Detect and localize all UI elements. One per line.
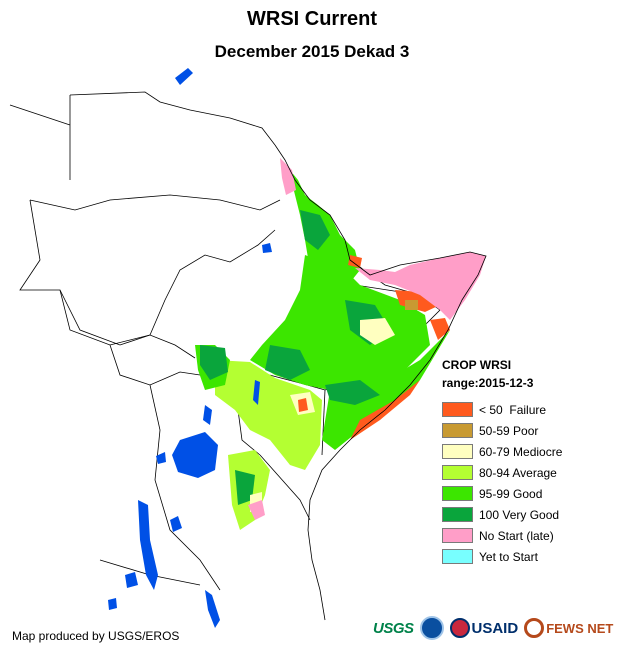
legend-heading: CROP WRSI	[442, 358, 512, 372]
legend-item: 50-59 Poor	[442, 420, 562, 441]
border-sudan-north	[9, 104, 281, 211]
legend-swatch	[442, 549, 473, 564]
border-drc-north	[109, 344, 201, 386]
legend-swatch	[442, 528, 473, 543]
map-title: WRSI Current	[247, 8, 377, 30]
fews-logo-text: FEWS NET	[546, 620, 614, 636]
legend-label: 100 Very Good	[479, 507, 560, 522]
legend-swatch	[442, 423, 473, 438]
border-kenya-somalia	[321, 389, 326, 456]
legend-label: 60-79 Mediocre	[479, 444, 563, 459]
border-drc-east	[149, 384, 221, 591]
legend-swatch	[442, 402, 473, 417]
water-bodies	[108, 68, 272, 628]
lake-tanganyika	[138, 500, 158, 590]
usaid-seal-icon	[449, 618, 470, 638]
partner-logos: USGS USAID FEWS NET	[373, 614, 613, 642]
fews-net-logo: FEWS NET	[524, 615, 613, 641]
legend-label: 95-99 Good	[479, 486, 543, 501]
noaa-logo-icon	[419, 616, 444, 640]
legend-swatch	[442, 465, 473, 480]
legend-swatch	[442, 486, 473, 501]
border-car	[59, 289, 196, 359]
lake-mweru	[125, 572, 138, 588]
border-chad	[19, 199, 151, 346]
fews-seal-icon	[524, 618, 545, 638]
legend-item: Yet to Start	[442, 546, 562, 567]
border-sudan-southsudan	[149, 229, 276, 336]
lake-nasser	[175, 68, 193, 85]
legend-item: 100 Very Good	[442, 504, 562, 525]
lake-rukwa	[170, 516, 182, 532]
legend-item: No Start (late)	[442, 525, 562, 546]
legend-range: range:2015-12-3	[442, 376, 534, 390]
legend-label: No Start (late)	[479, 528, 554, 543]
legend-label: 50-59 Poor	[479, 423, 539, 438]
legend-item: 80-94 Average	[442, 462, 562, 483]
usaid-logo-text: USAID	[471, 619, 519, 637]
legend-item: 95-99 Good	[442, 483, 562, 504]
region-kenya-uganda	[215, 360, 322, 470]
map-credit: Map produced by USGS/EROS	[12, 629, 180, 643]
crop-region	[195, 158, 450, 530]
lake-victoria	[172, 432, 218, 478]
coastlines	[274, 144, 487, 621]
legend-item: < 50 Failure	[442, 399, 562, 420]
legend-label: 80-94 Average	[479, 465, 557, 480]
poor-patches	[405, 300, 418, 310]
map-subtitle: December 2015 Dekad 3	[214, 42, 410, 61]
legend-label: < 50 Failure	[479, 402, 547, 417]
usgs-logo-text: USGS	[373, 619, 414, 637]
legend-item: 60-79 Mediocre	[442, 441, 562, 462]
lake-turkana	[253, 380, 260, 405]
lake-tana	[262, 243, 272, 253]
border-egypt-libya	[69, 91, 276, 180]
legend-items: < 50 Failure 50-59 Poor 60-79 Mediocre 80-9…	[442, 399, 562, 567]
lake-kyoga	[156, 452, 166, 464]
usaid-logo: USAID	[449, 615, 519, 641]
lake-malawi	[205, 590, 220, 628]
legend-swatch	[442, 444, 473, 459]
lake-bangweulu	[108, 598, 117, 610]
map-legend: CROP WRSI range:2015-12-3 < 50 Failure 50…	[442, 358, 562, 567]
no-start-patches	[248, 158, 486, 520]
lake-albert	[203, 405, 212, 425]
legend-swatch	[442, 507, 473, 522]
border-tanzania	[259, 454, 311, 521]
region-somalia-coast	[322, 330, 450, 450]
legend-label: Yet to Start	[479, 549, 538, 564]
usgs-logo: USGS	[373, 615, 414, 641]
